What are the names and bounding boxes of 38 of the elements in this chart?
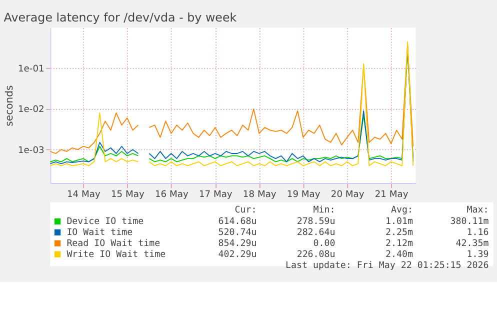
legend-label: IO Wait time: [66, 228, 133, 238]
text: 278.59u: [296, 217, 336, 228]
legend-label: Write IO Wait time: [66, 250, 166, 260]
text: 42.35m: [456, 239, 490, 250]
x-tick-label: 14 May: [66, 190, 101, 200]
text: 226.08u: [296, 250, 336, 260]
text: 0.00: [313, 239, 336, 250]
x-tick-label: 15 May: [110, 190, 145, 200]
text: 1.01m: [385, 217, 414, 228]
legend-label: Device IO time: [66, 217, 144, 228]
text: 1.16: [466, 228, 489, 238]
x-tick-label: 17 May: [198, 190, 233, 200]
text: 854.29u: [218, 239, 257, 250]
text: 520.74u: [218, 228, 257, 238]
text: Last update: Fri May 22 01:25:15 2026: [285, 260, 489, 271]
chart-title: Average latency for /dev/vda - by week: [4, 10, 237, 24]
y-axis-title: seconds: [4, 85, 16, 126]
legend-label: Read IO Wait time: [66, 239, 160, 250]
text: Avg:: [390, 205, 413, 216]
x-tick-label: 20 May: [330, 190, 365, 200]
x-tick-label: 18 May: [242, 190, 277, 200]
y-tick-label: 1e-02: [18, 105, 44, 116]
x-tick-label: 21 May: [374, 190, 409, 200]
text: 1.39: [466, 250, 489, 260]
y-tick-label: 1e-03: [18, 146, 44, 156]
text: Cur:: [234, 205, 257, 216]
text: 2.40m: [385, 250, 414, 260]
x-tick-label: 16 May: [154, 190, 189, 200]
text: 2.25m: [385, 228, 414, 238]
text: Max:: [466, 205, 489, 216]
y-tick-label: 1e-01: [18, 64, 44, 75]
text: 282.64u: [296, 228, 336, 238]
x-tick-label: 19 May: [286, 190, 321, 200]
text: 2.12m: [385, 239, 414, 250]
text: 614.68u: [218, 217, 257, 228]
text: Min:: [313, 205, 336, 216]
text: 380.11m: [450, 217, 490, 228]
text: 402.29u: [218, 250, 257, 260]
